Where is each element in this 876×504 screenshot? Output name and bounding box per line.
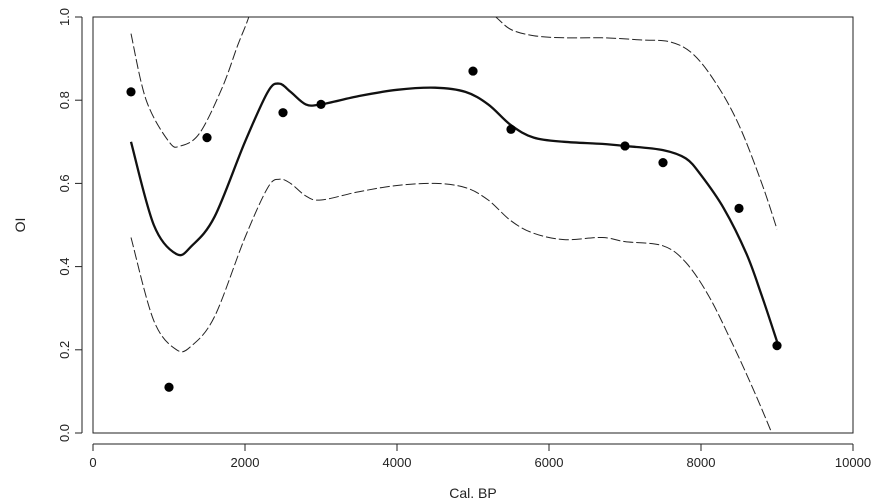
y-tick-label: 1.0: [57, 8, 72, 26]
data-point: [164, 382, 174, 392]
data-point: [316, 99, 326, 109]
x-tick-label: 2000: [231, 455, 260, 470]
x-tick-label: 8000: [687, 455, 716, 470]
data-point: [620, 141, 630, 151]
plot-frame: [92, 16, 854, 434]
upper-confidence-band: [130, 17, 250, 148]
fitted-curve: [129, 82, 779, 342]
x-axis: 0 2000 4000 6000 8000 10000: [89, 443, 871, 470]
y-tick-label: 0.0: [57, 424, 72, 442]
fit-line: [129, 82, 779, 342]
data-point: [278, 108, 288, 118]
data-points: [126, 66, 782, 392]
y-tick-label: 0.8: [57, 91, 72, 109]
data-point: [506, 124, 516, 134]
y-axis: 0.0 0.2 0.4 0.6 0.8 1.0: [57, 8, 83, 442]
confidence-bands: [130, 17, 778, 433]
x-tick-label: 4000: [383, 455, 412, 470]
data-point: [468, 66, 478, 76]
x-tick-label: 10000: [835, 455, 871, 470]
x-tick-label: 0: [89, 455, 96, 470]
y-tick-label: 0.6: [57, 174, 72, 192]
data-point: [772, 341, 782, 351]
data-point: [658, 158, 668, 168]
y-axis-label: OI: [12, 218, 28, 233]
x-axis-label: Cal. BP: [449, 485, 496, 501]
lower-confidence-band: [130, 178, 773, 433]
y-tick-label: 0.4: [57, 258, 72, 276]
data-point: [734, 203, 744, 213]
upper-confidence-band: [494, 17, 778, 230]
y-tick-label: 0.2: [57, 341, 72, 359]
x-tick-label: 6000: [535, 455, 564, 470]
data-point: [126, 87, 136, 97]
data-point: [202, 133, 212, 143]
